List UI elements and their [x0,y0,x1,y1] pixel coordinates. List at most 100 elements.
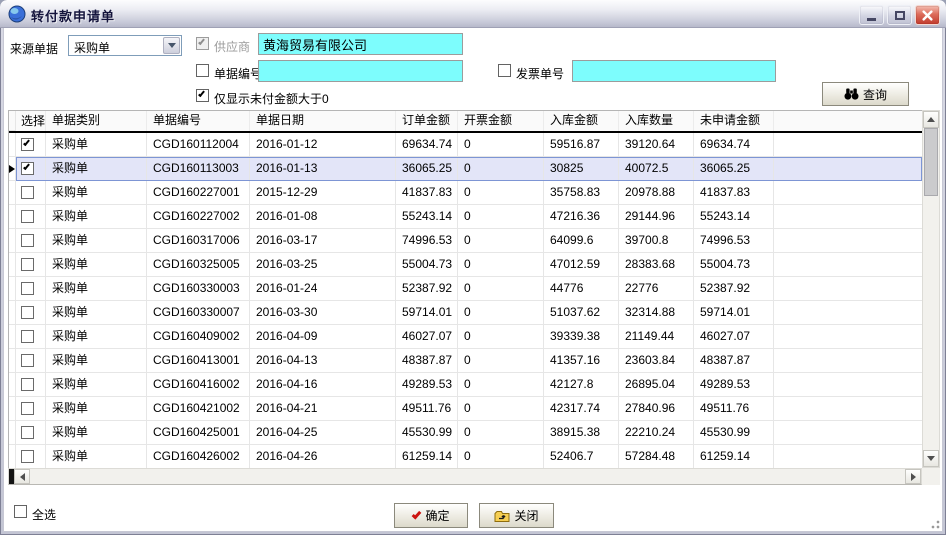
scroll-left-button[interactable] [14,469,30,484]
query-button[interactable]: 查询 [822,82,909,106]
row-checkbox[interactable] [21,162,34,175]
table-row[interactable]: 采购单 CGD160416002 2016-04-16 49289.53 0 4… [9,373,922,397]
close-button[interactable] [915,5,940,25]
cell-invoiced-amount: 0 [458,373,544,397]
table-row[interactable]: 采购单 CGD160413001 2016-04-13 48387.87 0 4… [9,349,922,373]
table-row[interactable]: 采购单 CGD160425001 2016-04-25 45530.99 0 3… [9,421,922,445]
table-row[interactable]: 采购单 CGD160227002 2016-01-08 55243.14 0 4… [9,205,922,229]
close-dialog-button[interactable]: 关闭 [479,503,554,528]
title-bar[interactable]: 转付款申请单 [0,0,946,28]
select-all-checkbox[interactable] [14,505,27,518]
invoice-no-checkbox[interactable] [498,64,511,77]
cell-stockin-amount: 59516.87 [544,133,619,157]
vertical-scroll-thumb[interactable] [924,128,938,196]
table-row[interactable]: 采购单 CGD160112004 2016-01-12 69634.74 0 5… [9,133,922,157]
row-checkbox[interactable] [21,186,34,199]
maximize-button[interactable] [887,5,912,25]
cell-order-amount: 36065.25 [396,157,458,181]
cell-invoiced-amount: 0 [458,325,544,349]
horizontal-scroll-track[interactable] [30,469,905,484]
header-unapplied-amount: 未申请金额 [694,111,774,131]
table-row[interactable]: 采购单 CGD160325005 2016-03-25 55004.73 0 4… [9,253,922,277]
scroll-down-button[interactable] [923,450,939,467]
orders-table: 选择 单据类别 单据编号 单据日期 订单金额 开票金额 入库金额 入库数量 未申… [8,110,922,469]
row-select-cell[interactable] [16,205,46,229]
row-checkbox[interactable] [21,330,34,343]
cell-empty [774,277,922,301]
source-doc-select[interactable]: 采购单 [68,35,182,56]
table-row[interactable]: 采购单 CGD160227001 2015-12-29 41837.83 0 3… [9,181,922,205]
row-select-cell[interactable] [16,445,46,469]
table-row[interactable]: 采购单 CGD160113003 2016-01-13 36065.25 0 3… [9,157,922,181]
row-select-cell[interactable] [16,397,46,421]
row-indicator-cell [9,181,16,205]
dropdown-button[interactable] [163,37,180,54]
cell-stockin-amount: 41357.16 [544,349,619,373]
table-row[interactable]: 采购单 CGD160330003 2016-01-24 52387.92 0 4… [9,277,922,301]
cell-order-amount: 41837.83 [396,181,458,205]
cell-doc-code: CGD160227001 [147,181,250,205]
table-row[interactable]: 采购单 CGD160421002 2016-04-21 49511.76 0 4… [9,397,922,421]
cell-doc-date: 2016-01-13 [250,157,396,181]
scroll-right-button[interactable] [905,469,921,484]
table-row[interactable]: 采购单 CGD160330007 2016-03-30 59714.01 0 5… [9,301,922,325]
ok-button[interactable]: 确定 [394,503,468,528]
scroll-splitter[interactable] [9,469,14,484]
table-row[interactable]: 采购单 CGD160426002 2016-04-26 61259.14 0 5… [9,445,922,469]
cell-doc-code: CGD160112004 [147,133,250,157]
row-select-cell[interactable] [16,157,46,181]
only-unpaid-checkbox[interactable] [196,89,209,102]
cell-stockin-amount: 52406.7 [544,445,619,469]
cell-order-amount: 69634.74 [396,133,458,157]
header-invoiced-amount: 开票金额 [458,111,544,131]
header-doc-type: 单据类别 [46,111,147,131]
row-checkbox[interactable] [21,378,34,391]
row-checkbox[interactable] [21,426,34,439]
row-indicator-cell [9,205,16,229]
invoice-no-input[interactable] [572,60,776,82]
row-select-cell[interactable] [16,301,46,325]
chevron-down-icon [167,43,176,48]
header-select: 选择 [16,111,46,131]
cell-doc-type: 采购单 [46,229,147,253]
row-checkbox[interactable] [21,282,34,295]
cell-doc-date: 2016-01-08 [250,205,396,229]
row-select-cell[interactable] [16,277,46,301]
cell-stockin-amount: 47012.59 [544,253,619,277]
cell-stockin-qty: 57284.48 [619,445,694,469]
row-indicator-cell [9,325,16,349]
row-checkbox[interactable] [21,210,34,223]
row-checkbox[interactable] [21,354,34,367]
row-checkbox[interactable] [21,138,34,151]
supplier-input[interactable] [258,33,463,55]
dialog-client-area: 来源单据 采购单 供应商 单据编号 发票单号 仅显示未付金额大于0 查询 [3,28,943,532]
resize-grip[interactable] [928,517,940,529]
minimize-icon [867,18,876,21]
cell-empty [774,205,922,229]
doc-no-checkbox[interactable] [196,64,209,77]
row-select-cell[interactable] [16,421,46,445]
table-row[interactable]: 采购单 CGD160409002 2016-04-09 46027.07 0 3… [9,325,922,349]
cell-unapplied-amount: 49289.53 [694,373,774,397]
horizontal-scrollbar[interactable] [8,468,922,485]
row-checkbox[interactable] [21,402,34,415]
row-select-cell[interactable] [16,325,46,349]
row-checkbox[interactable] [21,234,34,247]
scroll-up-button[interactable] [923,111,939,128]
cell-order-amount: 49511.76 [396,397,458,421]
row-select-cell[interactable] [16,349,46,373]
table-row[interactable]: 采购单 CGD160317006 2016-03-17 74996.53 0 6… [9,229,922,253]
cell-doc-date: 2016-01-24 [250,277,396,301]
minimize-button[interactable] [859,5,884,25]
vertical-scrollbar[interactable] [922,110,940,468]
row-select-cell[interactable] [16,229,46,253]
row-select-cell[interactable] [16,181,46,205]
row-checkbox[interactable] [21,258,34,271]
row-checkbox[interactable] [21,306,34,319]
cell-unapplied-amount: 41837.83 [694,181,774,205]
row-select-cell[interactable] [16,253,46,277]
row-select-cell[interactable] [16,373,46,397]
row-select-cell[interactable] [16,133,46,157]
doc-no-input[interactable] [258,60,463,82]
row-checkbox[interactable] [21,450,34,463]
